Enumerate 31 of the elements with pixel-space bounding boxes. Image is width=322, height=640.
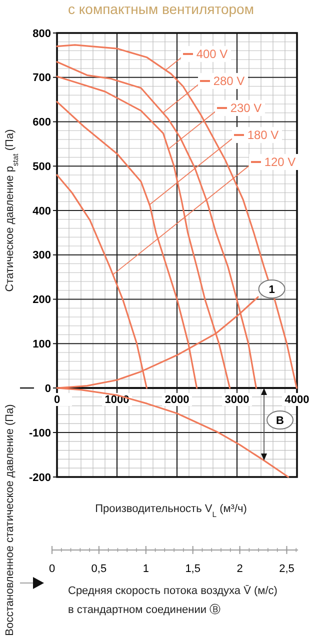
chart-title: с компактным вентилятором [68, 1, 254, 17]
x-tick-label: 2000 [164, 394, 190, 406]
legend-label: 230 V [230, 101, 262, 116]
x-axis-title: Производительность V$_{L}$ (м³/ч) [95, 503, 247, 518]
x-tick-label: 4000 [284, 394, 310, 406]
y-tick-label: 0 [44, 382, 51, 395]
legend-label: 120 V [264, 155, 296, 170]
y-tick-label: 700 [32, 72, 51, 84]
y-tick-label: 600 [32, 116, 51, 129]
y-tick-label: 800 [32, 28, 51, 40]
x-tick-label: 0 [54, 394, 60, 406]
legend-label: 280 V [213, 74, 245, 88]
y-tick-label: 500 [32, 160, 51, 173]
annotation: 1 [268, 284, 275, 296]
x2-tick-label: 2 [236, 563, 243, 575]
legend-label: 180 V [247, 128, 279, 142]
y-tick-label: 200 [32, 294, 51, 306]
x2-axis-title: Средняя скорость потока воздуха V̄ (м/с) в стандартном соединении Ⓑ [68, 584, 278, 616]
x2-tick-label: 0,5 [91, 563, 107, 575]
y-tick-label: 100 [32, 338, 51, 350]
y-tick-label: 400 [32, 205, 51, 218]
legend-label: 400 V [196, 47, 228, 62]
y-tick-label: -200 [28, 472, 51, 484]
y-axis-title: Восстановленное статическое давление (Па) [4, 404, 16, 636]
x2-tick-label: 1 [142, 563, 149, 575]
annotation: B [276, 414, 284, 427]
x2-tick-label: 1,5 [185, 563, 200, 575]
x-tick-label: 3000 [224, 394, 250, 406]
y-tick-label: -100 [28, 427, 51, 440]
y-tick-label: 300 [32, 250, 51, 262]
x2-tick-label: 2,5 [279, 563, 294, 575]
